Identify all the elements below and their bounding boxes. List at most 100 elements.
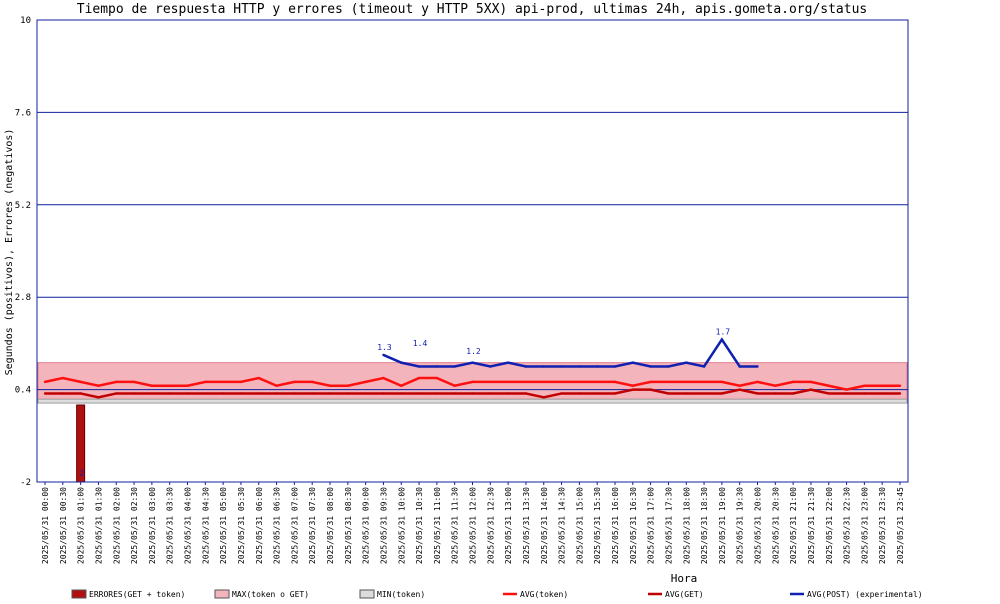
x-tick-label: 2025/05/31 05:30 [237,487,246,564]
data-point [417,392,421,395]
data-point [275,384,278,387]
data-point [738,388,741,391]
data-point [506,392,510,395]
plot-background [37,20,908,482]
x-tick-label: 2025/05/31 19:00 [718,487,727,564]
data-point [257,376,260,380]
x-tick-label: 2025/05/31 00:00 [41,487,50,564]
data-point [863,384,866,387]
x-tick-label: 2025/05/31 04:30 [201,487,210,564]
y-tick-label: 0.4 [15,386,31,396]
x-tick-label: 2025/05/31 10:00 [397,487,406,564]
data-point [720,338,724,341]
data-point [346,392,350,395]
data-point [400,384,403,387]
data-point [542,380,545,384]
x-tick-label: 2025/05/31 23:30 [878,487,887,564]
data-point [595,380,599,384]
x-tick-label: 2025/05/31 18:00 [682,487,691,564]
y-tick-label: 2.8 [15,293,31,303]
x-tick-label: 2025/05/31 20:00 [754,487,763,564]
x-tick-label: 2025/05/31 07:30 [308,487,317,564]
x-tick-label: 2025/05/31 06:30 [273,487,282,564]
x-tick-label: 2025/05/31 17:00 [647,487,656,564]
series-line [382,337,758,368]
data-point [275,392,278,395]
x-tick-label: 2025/05/31 22:30 [843,487,852,564]
data-point [827,392,830,395]
data-point [649,380,652,384]
data-point [560,380,563,384]
data-point [364,392,367,395]
legend-swatch [214,589,230,599]
legend-label: MAX(token o GET) [232,590,309,599]
data-point [43,392,47,395]
data-point [845,388,848,391]
data-point [132,380,136,384]
data-point [221,392,225,395]
min-band [37,398,908,404]
data-point [239,392,243,395]
annotation-label: 1.2 [466,347,481,356]
annotation-label: 1.4 [413,339,428,348]
data-point [168,384,171,387]
x-tick-label: 2025/05/31 00:30 [59,487,68,564]
data-point [204,380,207,384]
data-point [649,365,652,368]
x-tick-label: 2025/05/31 23:45 [896,487,905,564]
data-point [257,392,260,395]
data-point [97,396,100,399]
data-point [560,365,563,368]
annotation-label: 1.3 [377,343,392,352]
data-point [310,392,314,395]
data-point [845,392,848,395]
data-point [328,392,332,395]
data-point [685,392,688,395]
data-point [560,392,563,395]
data-point [132,392,136,395]
data-point [435,392,439,395]
legend-swatch [71,589,87,599]
x-tick-label: 2025/05/31 05:00 [219,487,228,564]
data-point [435,365,439,368]
data-point [756,380,759,384]
y-tick-label: 7.6 [15,108,31,118]
data-point [150,384,154,387]
x-tick-label: 2025/05/31 17:30 [664,487,673,564]
data-point [453,392,456,395]
data-point [720,380,724,384]
x-tick-label: 2025/05/31 01:00 [77,487,86,564]
data-point [542,396,545,399]
x-tick-label: 2025/05/31 10:30 [415,487,424,564]
data-point [435,376,439,380]
data-point [898,384,902,387]
data-point [791,392,795,395]
data-point [364,380,367,384]
x-tick-label: 2025/05/31 13:30 [522,487,531,564]
data-point [702,380,706,384]
y-tick-label: -2 [20,478,31,488]
data-point [613,380,617,384]
data-point [756,392,759,395]
data-point [310,380,314,384]
data-point [293,380,296,384]
data-point [898,392,902,395]
x-tick-label: 2025/05/31 03:00 [148,487,157,564]
x-tick-label: 2025/05/31 06:00 [255,487,264,564]
data-point [417,376,421,380]
data-point [186,384,189,387]
y-tick-label: 5.2 [15,201,31,211]
data-point [774,392,777,395]
data-point [524,380,528,384]
data-point [649,388,652,391]
x-tick-label: 2025/05/31 09:30 [379,487,388,564]
data-point [489,392,492,395]
x-tick-label: 2025/05/31 18:30 [700,487,709,564]
data-point [880,392,884,395]
y-tick-label: 10 [20,16,31,26]
data-point [43,380,47,384]
data-point [346,384,350,387]
x-tick-label: 2025/05/31 22:00 [825,487,834,564]
data-point [204,392,207,395]
